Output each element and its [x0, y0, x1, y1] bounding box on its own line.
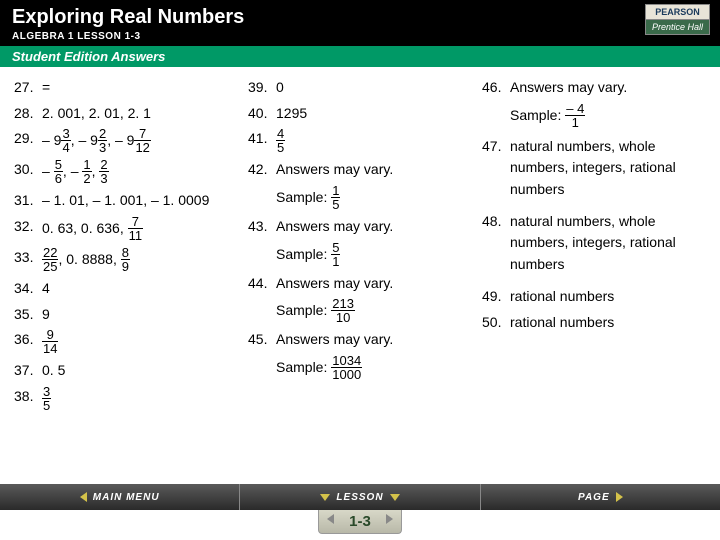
main-menu-button[interactable]: MAIN MENU — [0, 484, 240, 510]
item-ans: 1295 — [276, 103, 472, 125]
section-banner: Student Edition Answers — [0, 46, 720, 67]
item-ans: natural numbers, whole numbers, integers… — [510, 211, 706, 276]
item-num: 35. — [14, 304, 42, 326]
item-num: 49. — [482, 286, 510, 308]
item-num: 38. — [14, 386, 42, 408]
logo-pearson: PEARSON — [645, 4, 710, 20]
item-ans: rational numbers — [510, 312, 706, 334]
item-num: 33. — [14, 247, 42, 269]
item-ans: 0. 63, 0. 636, 711 — [42, 216, 238, 243]
sample: Sample: 51 — [276, 242, 472, 269]
item-ans: Answers may vary. — [510, 77, 706, 99]
item-ans: 2225, 0. 8888, 89 — [42, 247, 238, 274]
item-ans: 2. 001, 2. 01, 2. 1 — [42, 103, 238, 125]
item-ans: 0. 5 — [42, 360, 238, 382]
item-num: 39. — [248, 77, 276, 99]
item-num: 36. — [14, 329, 42, 351]
column-1: 27.= 28.2. 001, 2. 01, 2. 1 29. – 934, –… — [14, 77, 238, 417]
item-num: 32. — [14, 216, 42, 238]
sample: Sample: 15 — [276, 185, 472, 212]
column-3: 46.Answers may vary. Sample: – 41 47.nat… — [482, 77, 706, 417]
item-num: 48. — [482, 211, 510, 233]
answers-content: 27.= 28.2. 001, 2. 01, 2. 1 29. – 934, –… — [0, 67, 720, 417]
item-ans: – 934, – 923, – 9712 — [42, 128, 238, 155]
item-ans: Answers may vary. — [276, 159, 472, 181]
item-num: 45. — [248, 329, 276, 351]
page-title: Exploring Real Numbers — [12, 6, 708, 29]
item-num: 43. — [248, 216, 276, 238]
page-button[interactable]: PAGE — [481, 484, 720, 510]
item-ans: 9 — [42, 304, 238, 326]
column-2: 39.0 40.1295 41. 45 42.Answers may vary.… — [248, 77, 472, 417]
lesson-tab-row: 1-3 — [0, 510, 720, 540]
item-num: 31. — [14, 190, 42, 212]
item-ans: Answers may vary. — [276, 273, 472, 295]
header: Exploring Real Numbers ALGEBRA 1 LESSON … — [0, 0, 720, 46]
page-subtitle: ALGEBRA 1 LESSON 1-3 — [12, 31, 708, 42]
sample: Sample: – 41 — [510, 103, 706, 130]
item-ans: – 56, – 12, 23 — [42, 159, 238, 186]
item-ans: natural numbers, whole numbers, integers… — [510, 136, 706, 201]
item-ans: Answers may vary. — [276, 216, 472, 238]
item-num: 40. — [248, 103, 276, 125]
item-num: 42. — [248, 159, 276, 181]
publisher-logo: PEARSON Prentice Hall — [645, 4, 710, 35]
triangle-down-icon — [320, 494, 330, 501]
item-ans: 914 — [42, 329, 238, 356]
footer: MAIN MENU LESSON PAGE 1-3 — [0, 484, 720, 540]
item-num: 29. — [14, 128, 42, 150]
lesson-number-tab[interactable]: 1-3 — [318, 510, 402, 534]
item-ans: 4 — [42, 278, 238, 300]
logo-prentice: Prentice Hall — [645, 20, 710, 35]
item-num: 27. — [14, 77, 42, 99]
item-ans: 0 — [276, 77, 472, 99]
item-num: 34. — [14, 278, 42, 300]
item-ans: 35 — [42, 386, 238, 413]
item-num: 44. — [248, 273, 276, 295]
sample: Sample: 10341000 — [276, 355, 472, 382]
item-num: 30. — [14, 159, 42, 181]
triangle-down-icon — [390, 494, 400, 501]
item-num: 50. — [482, 312, 510, 334]
item-num: 46. — [482, 77, 510, 99]
lesson-button[interactable]: LESSON — [240, 484, 480, 510]
item-num: 28. — [14, 103, 42, 125]
item-ans: rational numbers — [510, 286, 706, 308]
item-ans: 45 — [276, 128, 472, 155]
item-num: 47. — [482, 136, 510, 158]
sample: Sample: 21310 — [276, 298, 472, 325]
item-ans: – 1. 01, – 1. 001, – 1. 0009 — [42, 190, 238, 212]
item-ans: Answers may vary. — [276, 329, 472, 351]
item-ans: = — [42, 77, 238, 99]
button-bar: MAIN MENU LESSON PAGE — [0, 484, 720, 510]
triangle-left-icon — [80, 492, 87, 502]
item-num: 37. — [14, 360, 42, 382]
triangle-right-icon — [616, 492, 623, 502]
item-num: 41. — [248, 128, 276, 150]
